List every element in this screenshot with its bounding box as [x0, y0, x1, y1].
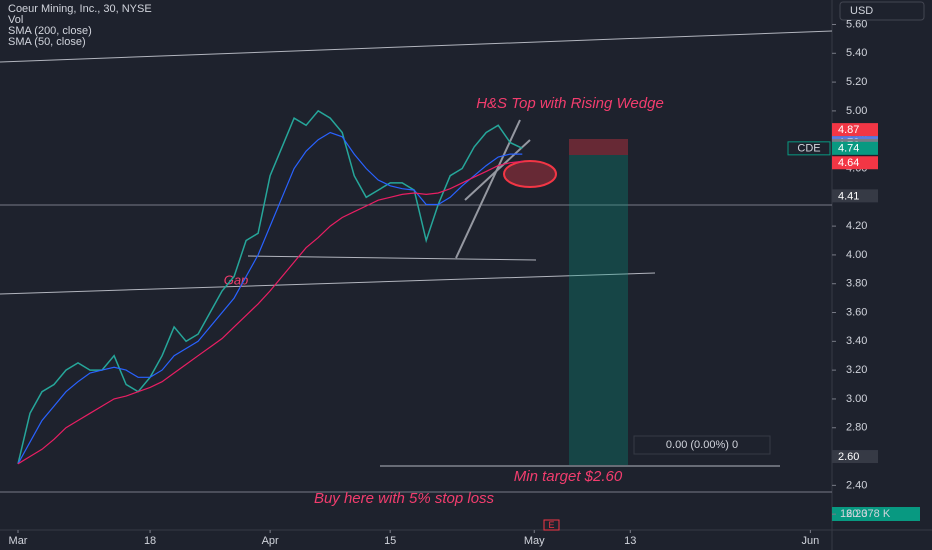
target-zone: [569, 155, 628, 465]
price-tag-label: 2.60: [838, 451, 859, 463]
y-tick-label: 3.40: [846, 335, 867, 347]
y-tick-label: 2.40: [846, 479, 867, 491]
earnings-label: E: [548, 520, 554, 530]
neckline: [247, 255, 537, 261]
price-tag: [832, 189, 878, 203]
price-tag-label: 4.74: [838, 143, 859, 155]
x-tick-label: 13: [624, 535, 636, 547]
x-tick-label: 15: [384, 535, 396, 547]
x-tick-label: May: [524, 535, 545, 547]
trend-line: [0, 30, 833, 63]
volume-tag: [832, 507, 920, 521]
y-tick-label: 5.60: [846, 18, 867, 30]
price-tag: [832, 156, 878, 170]
symbol-tag: [787, 141, 831, 156]
y-tick-label: 5.40: [846, 47, 867, 59]
x-tick-label: Apr: [262, 535, 279, 547]
price-tag: [832, 141, 878, 155]
x-tick-label: Jun: [802, 535, 820, 547]
y-tick-label: 4.20: [846, 220, 867, 232]
price-tag-label: 4.41: [838, 190, 859, 202]
price-tag-label: 4.64: [838, 157, 859, 169]
earnings-marker: [543, 519, 560, 531]
highlight-circle: [503, 160, 557, 188]
price-tag-label: 4.87: [838, 124, 859, 136]
y-tick-label: 5.20: [846, 76, 867, 88]
legend-item: SMA (50, close): [8, 36, 86, 48]
x-tick-label: Mar: [9, 535, 28, 547]
price-tag: [832, 450, 878, 464]
wedge-line: [455, 119, 521, 259]
currency-label[interactable]: USD: [850, 5, 873, 17]
annotation: Min target $2.60: [514, 468, 623, 485]
wedge-line: [464, 139, 531, 201]
currency-button[interactable]: [839, 1, 925, 21]
y-tick-label: 5.00: [846, 105, 867, 117]
price-tag: [832, 123, 878, 137]
legend-item: Vol: [8, 14, 23, 26]
measure-label: 0.00 (0.00%) 0: [666, 439, 738, 451]
series-line: [17, 160, 523, 465]
y-tick-label: 4.00: [846, 249, 867, 261]
volume-tag-label: 160.378 K: [840, 508, 891, 520]
x-tick-label: 18: [144, 535, 156, 547]
y-tick-label: 3.60: [846, 306, 867, 318]
measure-box: [633, 435, 771, 455]
y-tick-label: 2.80: [846, 422, 867, 434]
trend-line: [0, 272, 656, 295]
annotation: H&S Top with Rising Wedge: [476, 95, 664, 112]
series-line: [17, 131, 523, 465]
symbol-tag-label: CDE: [797, 143, 820, 155]
y-tick-label: 3.80: [846, 278, 867, 290]
y-tick-label: 3.20: [846, 364, 867, 376]
y-tick-label: 3.00: [846, 393, 867, 405]
stop-zone: [569, 139, 628, 155]
legend-title: Coeur Mining, Inc., 30, NYSE: [8, 3, 152, 15]
legend-item: SMA (200, close): [8, 25, 92, 37]
annotation: Buy here with 5% stop loss: [314, 490, 495, 507]
y-tick-label: 2.20: [846, 508, 867, 520]
